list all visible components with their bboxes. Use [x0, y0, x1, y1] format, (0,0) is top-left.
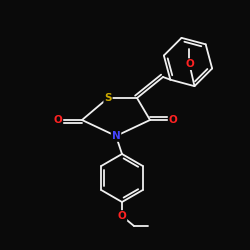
Text: N: N — [112, 131, 120, 141]
Text: O: O — [168, 115, 177, 125]
Text: O: O — [185, 59, 194, 69]
Text: S: S — [104, 93, 112, 103]
Text: O: O — [54, 115, 62, 125]
Text: O: O — [118, 211, 126, 221]
